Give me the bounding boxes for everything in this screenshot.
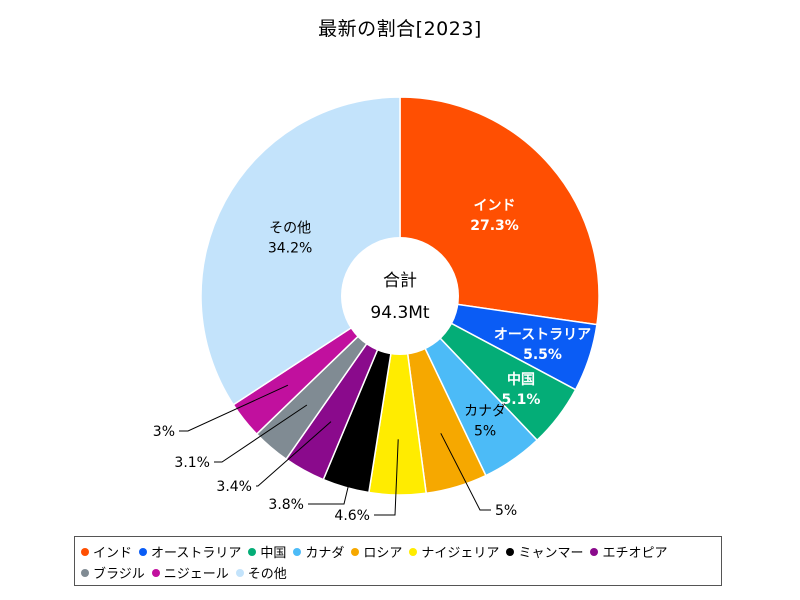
legend-item: ブラジル <box>81 563 145 582</box>
slice-name-label: その他 <box>269 220 311 236</box>
slice-value-label: 3% <box>153 424 175 440</box>
slice-value-label: 5% <box>474 424 496 440</box>
chart-title: 最新の割合[2023] <box>318 18 482 40</box>
legend-item: オーストラリア <box>139 542 241 561</box>
legend-label: ミャンマー <box>518 546 584 561</box>
legend-item: ロシア <box>351 542 402 561</box>
slice-value-label: 3.1% <box>174 455 210 471</box>
slice-value-label: 34.2% <box>268 240 312 256</box>
legend-label: インド <box>93 546 133 561</box>
slice-10-wedge <box>200 96 401 406</box>
legend-label: ニジェール <box>163 567 229 582</box>
legend-swatch-icon <box>81 547 89 556</box>
leader-line <box>440 433 491 511</box>
center-value: 94.3Mt <box>370 303 430 323</box>
legend-swatch-icon <box>590 547 599 556</box>
pie-chart: 合計 94.3Mt インド 27.3% オーストラリア 5.5% 中国 5.1%カナダ 5% その… <box>153 96 600 524</box>
legend-item: その他 <box>235 563 287 582</box>
center-label: 合計 <box>383 271 417 291</box>
legend-item: 中国 <box>248 542 286 561</box>
legend-item: ニジェール <box>151 563 229 582</box>
legend-label: ロシア <box>363 546 403 561</box>
leader-line <box>308 433 362 505</box>
center-hole <box>341 237 459 355</box>
legend-label: ブラジル <box>93 567 145 582</box>
legend-swatch-icon <box>506 547 515 556</box>
slice-value-label: 5.5% <box>523 347 562 363</box>
legend-item: カナダ <box>293 542 344 561</box>
slice-name-label: 中国 <box>507 371 535 388</box>
legend-label: ナイジェリア <box>421 546 500 561</box>
slice-name-label: カナダ <box>464 404 506 420</box>
legend-item: インド <box>81 542 132 561</box>
legend-swatch-icon <box>235 568 244 577</box>
legend-item: エチオピア <box>590 542 667 561</box>
legend-label: オーストラリア <box>151 546 242 561</box>
legend-item: ミャンマー <box>506 542 583 561</box>
slice-value-label: 5% <box>495 503 517 519</box>
slice-name-label: インド <box>474 198 516 214</box>
legend: インド オーストラリア 中国 カナダ ロシア ナイジェリア ミャンマー エチオピア ブラジル ニ… <box>74 536 722 586</box>
legend-row: インド オーストラリア 中国 カナダ ロシア ナイジェリア ミャンマー エチオピア <box>81 541 715 562</box>
slice-value-label: 4.6% <box>334 508 370 524</box>
legend-swatch-icon <box>151 568 160 577</box>
slice-value-label: 3.8% <box>268 497 304 513</box>
legend-swatch-icon <box>81 568 89 577</box>
legend-label: エチオピア <box>602 546 668 561</box>
legend-swatch-icon <box>139 547 148 556</box>
legend-swatch-icon <box>409 547 418 556</box>
legend-label: 中国 <box>260 546 287 561</box>
legend-row: ブラジル ニジェール その他 <box>81 562 715 583</box>
legend-label: カナダ <box>305 546 345 561</box>
slice-value-label: 3.4% <box>216 479 252 495</box>
legend-swatch-icon <box>351 547 360 556</box>
legend-swatch-icon <box>293 547 302 556</box>
slice-value-label: 5.1% <box>502 392 541 408</box>
leader-line <box>179 384 289 432</box>
leader-line <box>374 439 399 516</box>
legend-swatch-icon <box>248 547 257 556</box>
slice-value-label: 27.3% <box>470 218 519 234</box>
slice-name-label: オーストラリア <box>494 327 591 343</box>
leader-line <box>214 404 308 463</box>
leader-line <box>256 421 332 487</box>
legend-label: その他 <box>247 567 287 582</box>
legend-item: ナイジェリア <box>409 542 499 561</box>
